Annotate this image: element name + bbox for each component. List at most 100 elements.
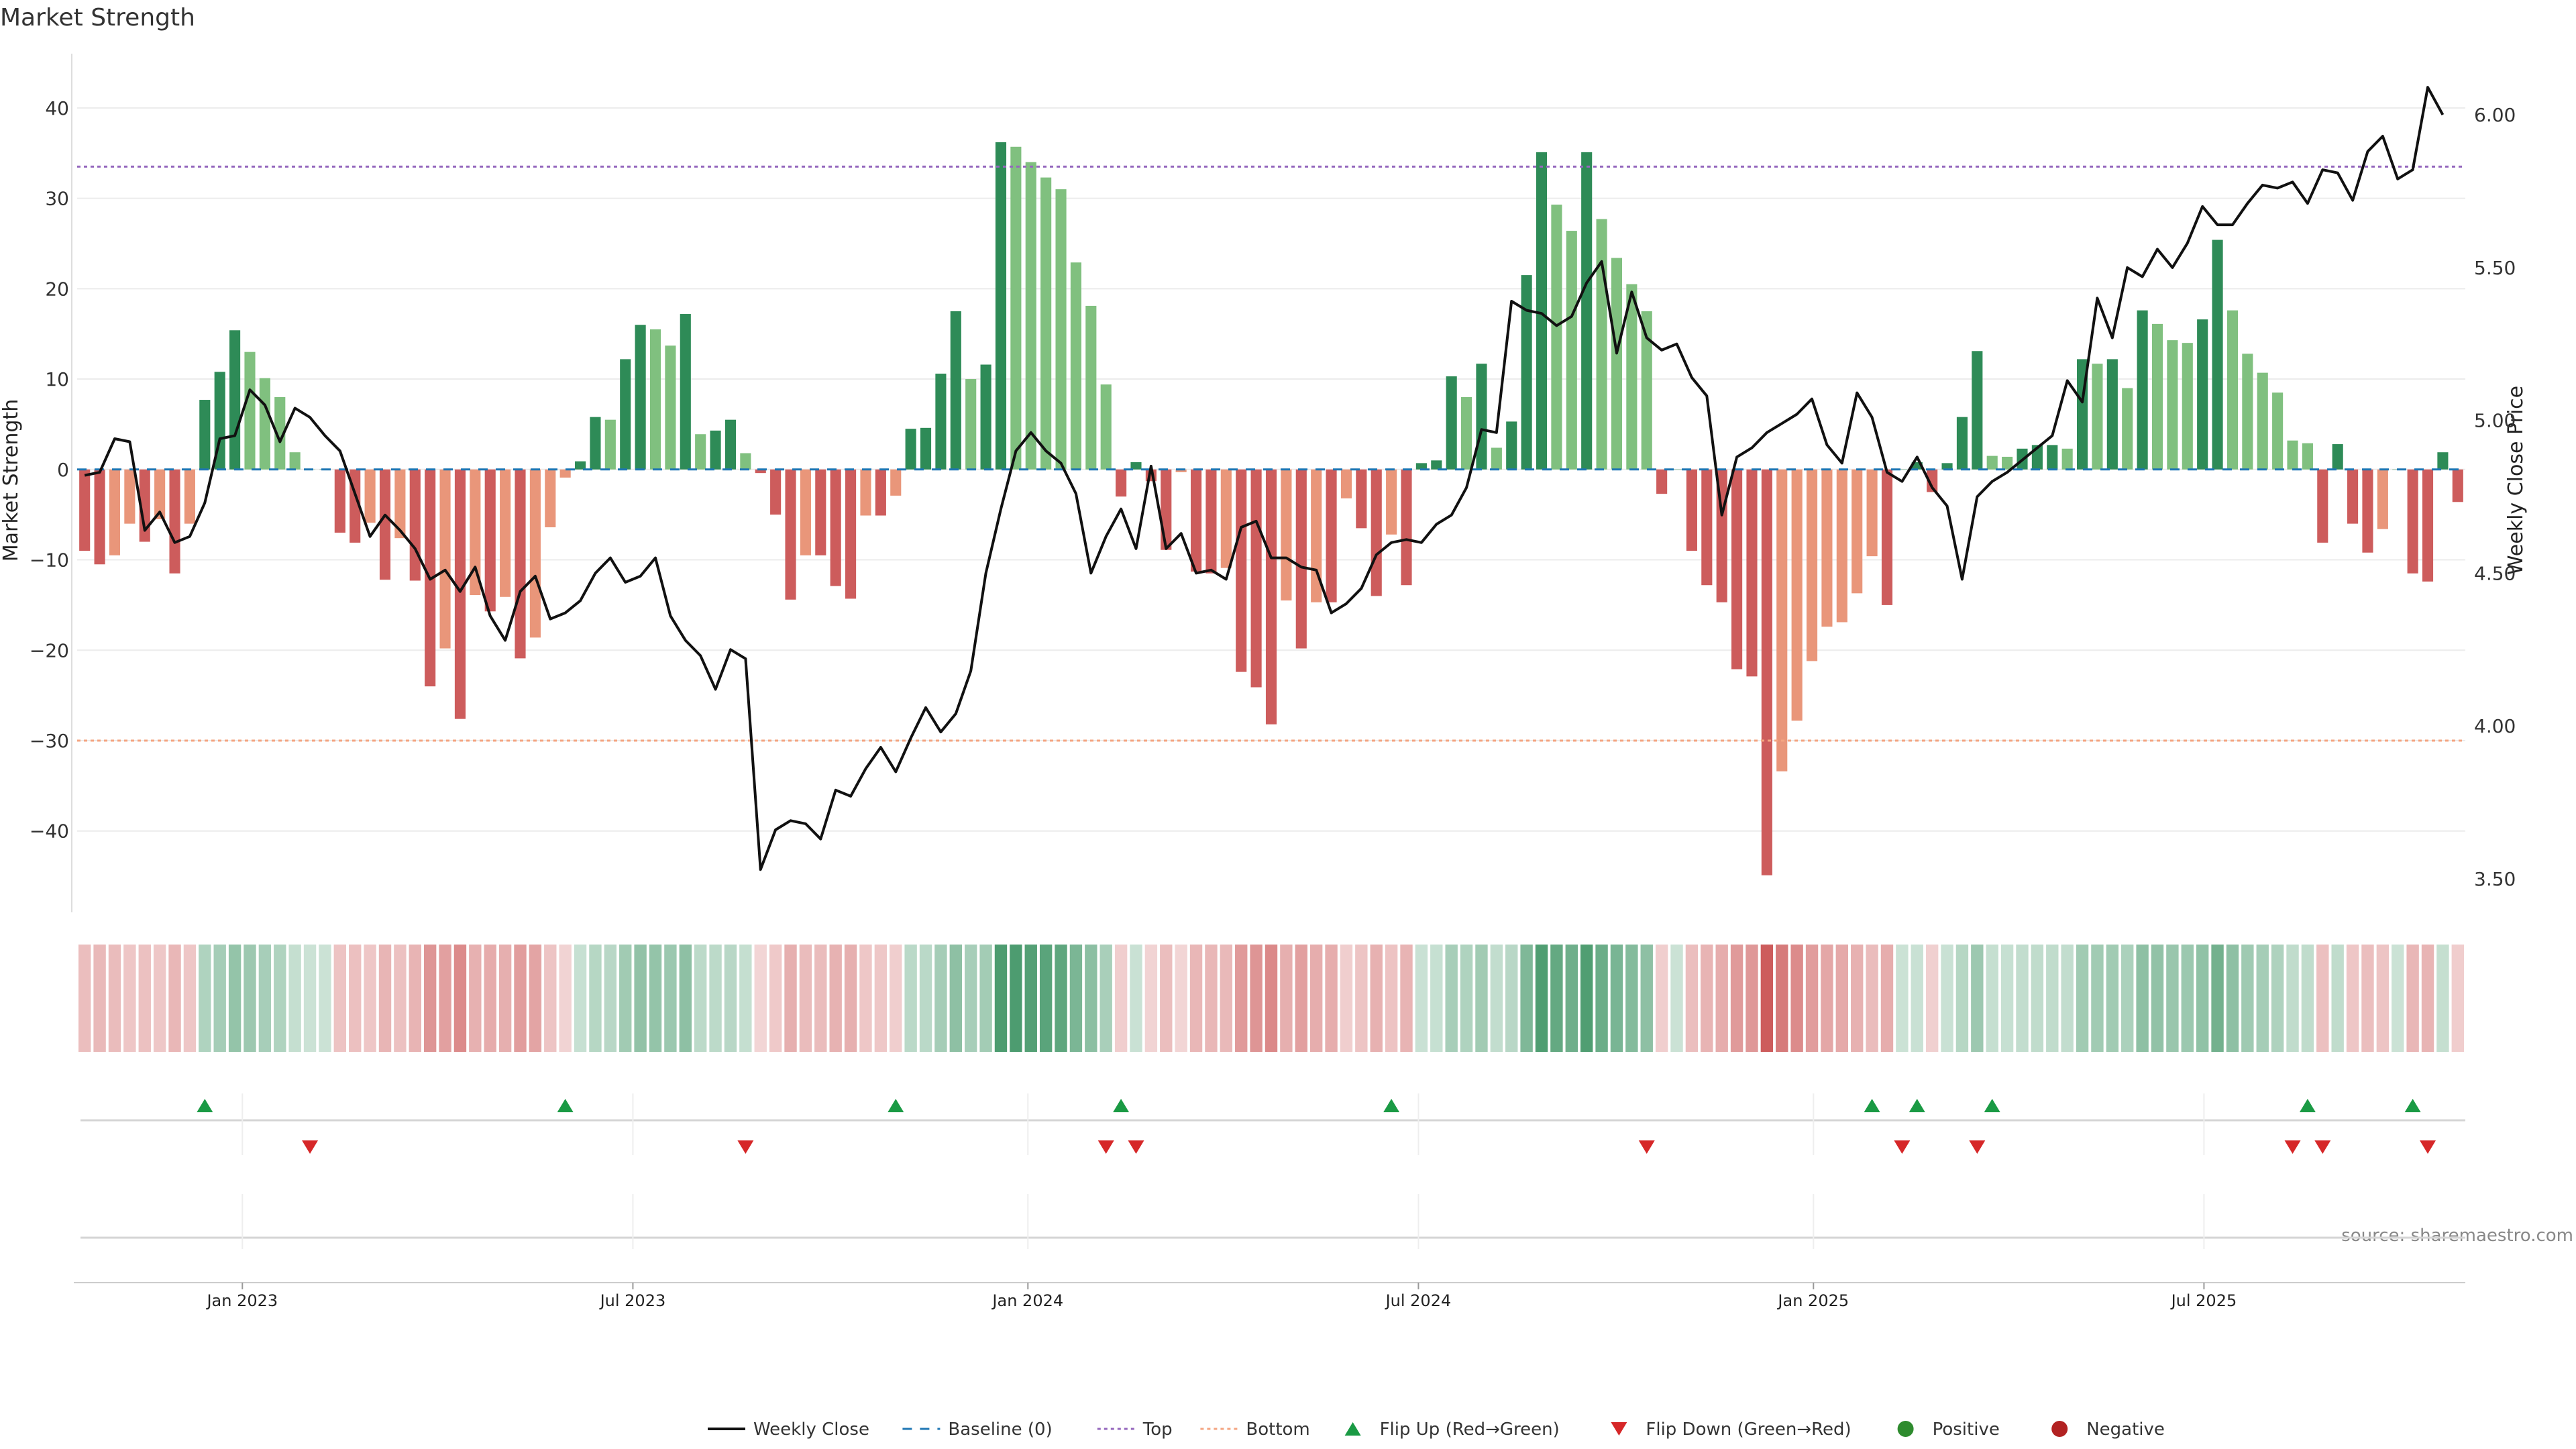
strength-bar: [2002, 456, 2013, 470]
heat-cell: [544, 945, 557, 1052]
heat-cell: [1130, 945, 1142, 1052]
legend-swatch-positive: [1897, 1421, 1914, 1437]
strength-bar: [1701, 469, 1713, 586]
heat-cell: [1625, 945, 1638, 1052]
strength-bar: [2437, 452, 2449, 470]
heat-cell: [2076, 945, 2089, 1052]
heat-cell: [1911, 945, 1923, 1052]
heat-cell: [1475, 945, 1488, 1052]
heat-cell: [634, 945, 647, 1052]
heat-cell: [1099, 945, 1112, 1052]
legend-item: Bottom: [1200, 1419, 1310, 1440]
strength-bar: [770, 469, 782, 515]
heat-cell: [514, 945, 527, 1052]
heat-cell: [649, 945, 662, 1052]
strength-bar: [529, 469, 541, 638]
heat-cell: [2226, 945, 2239, 1052]
legend-swatch-flip-down: [1611, 1422, 1627, 1436]
strength-bar: [620, 359, 631, 470]
strength-bar: [1055, 189, 1067, 470]
heat-cell: [589, 945, 602, 1052]
flip-up-marker: [1383, 1099, 1400, 1112]
strength-bar: [950, 311, 961, 470]
legend-label: Bottom: [1246, 1419, 1309, 1440]
heat-cell: [1189, 945, 1203, 1052]
strength-bar: [484, 469, 496, 612]
strength-bar: [920, 427, 932, 470]
legend-item: Positive: [1897, 1419, 2000, 1440]
strength-bar: [1536, 152, 1548, 470]
bottom-timeline-panel: Jan 2023 Jul 2023 Jan 2024 Jul 2024 Jan 2025…: [74, 1194, 2465, 1310]
y-tick-label: −20: [30, 639, 69, 661]
heat-cell: [2211, 945, 2224, 1052]
heat-cell: [1805, 945, 1819, 1052]
heat-cell: [2346, 945, 2359, 1052]
strength-bar: [1040, 177, 1052, 470]
strength-bar: [665, 345, 676, 470]
heat-cell: [1039, 945, 1053, 1052]
heat-cell: [799, 945, 812, 1052]
heat-cell: [1685, 945, 1699, 1052]
strength-bar: [1461, 397, 1472, 470]
flip-down-marker: [1128, 1140, 1144, 1154]
y2-tick-label: 4.00: [2474, 715, 2516, 737]
heat-cell: [1250, 945, 1263, 1052]
flip-down-marker: [2314, 1140, 2331, 1154]
strength-bar: [1281, 469, 1292, 601]
legend-item: Top: [1097, 1419, 1173, 1440]
strength-bar: [94, 469, 105, 565]
heat-cell: [1309, 945, 1323, 1052]
heat-cell: [1971, 945, 1984, 1052]
heat-cell: [1490, 945, 1503, 1052]
strength-bar: [1626, 284, 1638, 470]
strength-bar: [2047, 445, 2058, 470]
strength-bar: [394, 469, 406, 539]
heat-cell: [1835, 945, 1849, 1052]
heat-cell: [814, 945, 827, 1052]
heat-cell: [2151, 945, 2164, 1052]
strength-bar: [724, 419, 737, 470]
flip-up-marker: [1113, 1099, 1130, 1112]
strength-bar: [364, 469, 376, 523]
strength-bar: [139, 469, 150, 542]
flip-down-marker: [2284, 1140, 2301, 1154]
y-axis-label: Market Strength: [0, 399, 23, 561]
heat-cell: [890, 945, 902, 1052]
heat-cell: [1955, 945, 1969, 1052]
strength-bar: [1866, 469, 1878, 557]
strength-bar: [2407, 469, 2418, 574]
strength-bar: [2106, 359, 2118, 470]
strength-bar: [1927, 469, 1938, 492]
x-tick-label: Jan 2025: [1776, 1291, 1849, 1310]
heat-cell: [1370, 945, 1383, 1052]
legend-label: Positive: [1933, 1419, 2000, 1440]
strength-bar: [1431, 460, 1442, 470]
heat-cell: [228, 945, 241, 1052]
strength-bar: [515, 469, 526, 659]
legend-label: Baseline (0): [948, 1419, 1052, 1440]
heat-cell: [333, 945, 347, 1052]
heat-cell: [1610, 945, 1623, 1052]
source-note: source: sharemaestro.com: [2341, 1226, 2573, 1246]
heat-cell: [2121, 945, 2134, 1052]
strength-bar: [274, 397, 286, 470]
legend-label: Weekly Close: [753, 1419, 869, 1440]
strength-bar: [1356, 469, 1367, 529]
heat-cell: [2241, 945, 2254, 1052]
strength-bar: [1116, 469, 1127, 497]
x-tick-label: Jan 2023: [205, 1291, 278, 1310]
heat-cell: [2301, 945, 2314, 1052]
heat-cell: [574, 945, 587, 1052]
flip-down-marker: [1969, 1140, 1986, 1154]
heat-cell: [138, 945, 151, 1052]
strength-heat-strip: [78, 945, 2464, 1052]
heat-cell: [93, 945, 106, 1052]
strength-bar: [1611, 258, 1623, 470]
heat-cell: [1595, 945, 1608, 1052]
strength-bar: [2287, 440, 2298, 470]
strength-bar: [845, 469, 857, 599]
strength-bar: [1085, 305, 1097, 470]
flip-up-marker: [1864, 1099, 1880, 1112]
strength-bar: [1686, 469, 1697, 551]
y-tick-label: 0: [57, 459, 69, 481]
